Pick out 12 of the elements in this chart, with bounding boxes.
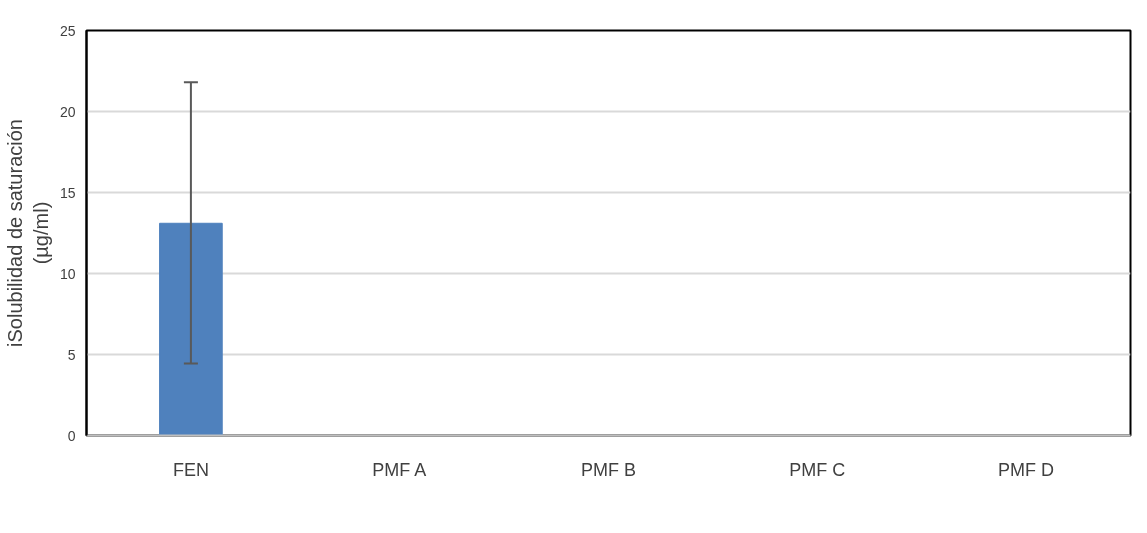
x-tick-label: PMF A — [372, 459, 427, 480]
y-tick-label: 20 — [59, 103, 76, 120]
y-tick-label: 25 — [59, 22, 76, 39]
y-tick-label: 10 — [59, 265, 76, 282]
y-tick-label: 0 — [67, 427, 76, 444]
x-tick-label: PMF D — [998, 459, 1055, 480]
x-tick-label: FEN — [172, 459, 209, 480]
x-tick-label: PMF C — [789, 459, 846, 480]
y-axis-title: iSolubilidad de saturación (µg/ml) — [3, 119, 52, 347]
x-tick-label: PMF B — [581, 459, 637, 480]
y-tick-label: 15 — [59, 184, 76, 201]
y-tick-label: 5 — [67, 346, 76, 363]
